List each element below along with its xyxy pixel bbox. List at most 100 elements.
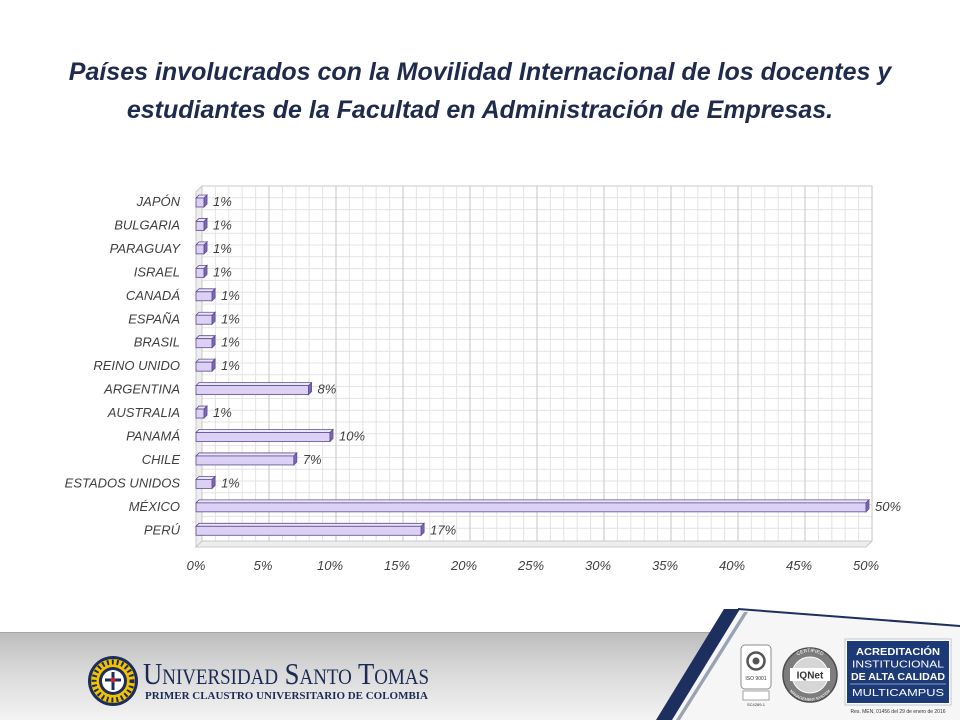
bar-espana bbox=[195, 311, 217, 326]
seal-rays bbox=[91, 659, 135, 703]
iso-label: ISO 9001 bbox=[745, 676, 766, 682]
category-label: BRASIL bbox=[134, 335, 180, 350]
footer-panel-top-edge bbox=[737, 608, 960, 627]
bar-front-face bbox=[195, 455, 295, 466]
bar-mexico bbox=[195, 498, 870, 513]
category-label: ISRAEL bbox=[134, 264, 180, 279]
data-label: 1% bbox=[213, 241, 232, 256]
plot-floor bbox=[194, 540, 874, 548]
bar-end-face bbox=[203, 240, 208, 255]
iso-swirl-core bbox=[752, 657, 760, 665]
data-label: 1% bbox=[221, 358, 240, 373]
bar-end-face bbox=[211, 287, 216, 302]
category-label: CANADÁ bbox=[126, 288, 181, 303]
data-label: 1% bbox=[213, 217, 232, 232]
data-label: 1% bbox=[221, 311, 240, 326]
category-label: REINO UNIDO bbox=[93, 358, 180, 373]
data-label: 1% bbox=[213, 264, 232, 279]
iqnet-top-arc-text: CERTIFIED bbox=[796, 648, 825, 658]
bar-chart: JAPÓN BULGARIA PARAGUAY ISRAEL CANADÁ ESPAÑA B… bbox=[65, 184, 901, 573]
accreditation-line-4: MULTICAMPUS bbox=[852, 688, 944, 699]
iqnet-top-label: CERTIFIED bbox=[796, 648, 825, 658]
bar-end-face bbox=[203, 217, 208, 232]
bar-front-face bbox=[195, 502, 867, 513]
bar-end-face bbox=[865, 498, 870, 513]
bar-top-face bbox=[195, 522, 426, 527]
bar-front-face bbox=[195, 221, 205, 231]
bar-chile bbox=[195, 451, 298, 466]
bar-front-face bbox=[195, 197, 205, 208]
bar-front-face bbox=[195, 267, 205, 278]
bar-end-face bbox=[211, 311, 216, 326]
bar-front-face bbox=[195, 432, 331, 442]
bar-end-face bbox=[293, 451, 298, 466]
category-label: PARAGUAY bbox=[110, 241, 182, 256]
bar-end-face bbox=[211, 334, 216, 349]
bar-front-face bbox=[195, 314, 213, 325]
data-label: 10% bbox=[339, 429, 365, 444]
university-tagline: PRIMER CLAUSTRO UNIVERSITARIO DE COLOMBI… bbox=[145, 690, 428, 702]
bar-front-face bbox=[195, 385, 309, 396]
data-label: 1% bbox=[221, 335, 240, 350]
bar-reino-unido bbox=[195, 358, 217, 373]
bar-front-face bbox=[195, 338, 213, 349]
bar-end-face bbox=[308, 381, 312, 396]
x-tick-label: 30% bbox=[585, 558, 611, 573]
bar-end-face bbox=[203, 264, 208, 279]
iso-swirl-icon bbox=[746, 651, 766, 671]
university-seal-icon bbox=[88, 656, 138, 706]
iso-code-box bbox=[742, 690, 770, 701]
iqnet-name: IQNet bbox=[797, 671, 824, 682]
x-tick-label: 5% bbox=[254, 558, 273, 573]
x-tick-label: 15% bbox=[384, 558, 410, 573]
accreditation-line-1: ACREDITACIÓN bbox=[856, 645, 940, 658]
x-tick-label: 20% bbox=[450, 558, 477, 573]
data-label: 1% bbox=[213, 405, 232, 420]
bar-israel bbox=[195, 264, 209, 279]
accreditation-badge-body bbox=[847, 641, 949, 703]
category-label: ESTADOS UNIDOS bbox=[65, 475, 181, 490]
plot-grid bbox=[194, 184, 874, 549]
data-label: 7% bbox=[303, 452, 322, 467]
title-line-1: Países involucrados con la Movilidad Int… bbox=[68, 58, 892, 86]
category-label: ARGENTINA bbox=[103, 382, 180, 397]
bar-top-face bbox=[195, 429, 334, 433]
bar-japon bbox=[195, 194, 209, 208]
data-label: 50% bbox=[875, 499, 901, 514]
x-tick-label: 50% bbox=[853, 558, 879, 573]
bar-top-face bbox=[195, 452, 298, 457]
bar-argentina bbox=[195, 381, 313, 396]
seal-red-dot bbox=[110, 677, 116, 683]
footer-diagonal-stripe bbox=[656, 609, 740, 720]
bar-end-face bbox=[329, 428, 334, 443]
x-axis: 0% 5% 10% 15% 20% 25% 30% 35% 40% 45% 50% bbox=[187, 558, 879, 573]
bar-brasil bbox=[195, 334, 217, 349]
iqnet-certification-logo: IQNet CERTIFIED MANAGEMENT SYSTEM bbox=[782, 647, 838, 703]
x-tick-label: 10% bbox=[317, 558, 343, 573]
x-tick-label: 25% bbox=[517, 558, 544, 573]
bar-front-face bbox=[195, 291, 213, 302]
accreditation-line-2: INSTITUCIONAL bbox=[852, 660, 945, 671]
bar-paraguay bbox=[195, 240, 209, 255]
iqnet-name-band bbox=[790, 668, 830, 681]
footer: Universidad Santo Tomas PRIMER CLAUSTRO … bbox=[0, 608, 960, 720]
bar-bulgaria bbox=[195, 217, 209, 232]
bar-end-face bbox=[203, 405, 208, 420]
category-label: MÉXICO bbox=[129, 499, 180, 514]
accreditation-badge: ACREDITACIÓN INSTITUCIONAL DE ALTA CALID… bbox=[844, 638, 952, 715]
university-name: Universidad Santo Tomas bbox=[143, 656, 429, 691]
bar-end-face bbox=[420, 522, 425, 537]
data-label: 17% bbox=[430, 522, 456, 537]
category-label: AUSTRALIA bbox=[107, 405, 180, 420]
data-labels: 1% 1% 1% 1% 1% 1% 1% 1% 8% 1% 10% 7% 1% 50% 17% bbox=[213, 194, 901, 537]
bar-top-face bbox=[195, 499, 870, 504]
category-label: CHILE bbox=[142, 452, 181, 467]
data-label: 1% bbox=[213, 194, 232, 209]
accreditation-resolution: Res. MEN, 01456 del 29 de enero de 2016 bbox=[850, 709, 945, 715]
x-tick-label: 40% bbox=[719, 558, 745, 573]
category-label: JAPÓN bbox=[136, 194, 181, 209]
bar-front-face bbox=[195, 525, 422, 536]
x-tick-label: 35% bbox=[652, 558, 678, 573]
category-label: PERÚ bbox=[144, 522, 181, 537]
